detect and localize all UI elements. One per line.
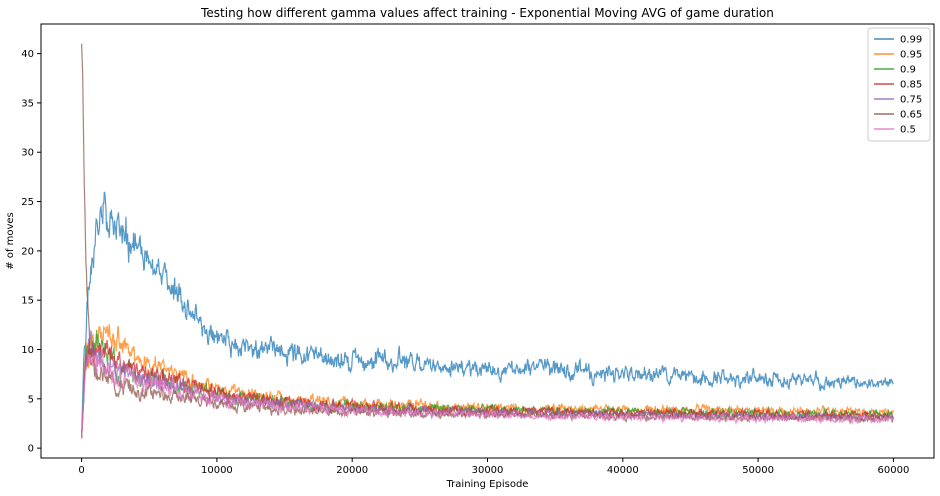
legend-label: 0.5	[900, 125, 916, 136]
y-tick-label: 10	[21, 345, 34, 356]
legend-label: 0.99	[900, 35, 922, 46]
series-line-0.5	[80, 348, 894, 439]
y-tick-label: 30	[21, 148, 34, 159]
legend-label: 0.95	[900, 50, 922, 61]
legend-box	[867, 27, 931, 142]
chart-title: Testing how different gamma values affec…	[200, 6, 774, 20]
legend-label: 0.85	[900, 80, 922, 91]
y-tick-label: 35	[21, 98, 34, 109]
x-tick-label: 10000	[201, 465, 233, 476]
legend-label: 0.65	[900, 110, 922, 121]
x-tick-label: 40000	[607, 465, 639, 476]
x-axis-title: Training Episode	[446, 479, 529, 490]
y-tick-label: 15	[21, 296, 34, 307]
legend-label: 0.75	[900, 95, 922, 106]
x-tick-label: 30000	[472, 465, 504, 476]
x-tick-label: 60000	[878, 465, 910, 476]
y-axis: 0 5 10 15 20 25 30 35 40	[21, 49, 41, 455]
legend-label: 0.9	[900, 65, 916, 76]
x-axis: 0 10000 20000 30000 40000 50000 60000	[78, 458, 909, 476]
legend: 0.99 0.95 0.9 0.85 0.75 0.65 0.5	[867, 27, 931, 142]
y-axis-title: # of moves	[5, 212, 16, 270]
x-tick-label: 20000	[336, 465, 368, 476]
plot-area	[80, 43, 894, 439]
y-tick-label: 0	[28, 444, 34, 455]
x-tick-label: 50000	[742, 465, 774, 476]
y-tick-label: 25	[21, 197, 34, 208]
x-tick-label: 0	[78, 465, 84, 476]
y-tick-label: 20	[21, 246, 34, 257]
y-tick-label: 5	[28, 394, 34, 405]
y-tick-label: 40	[21, 49, 34, 60]
series-line-0.99	[80, 191, 894, 439]
